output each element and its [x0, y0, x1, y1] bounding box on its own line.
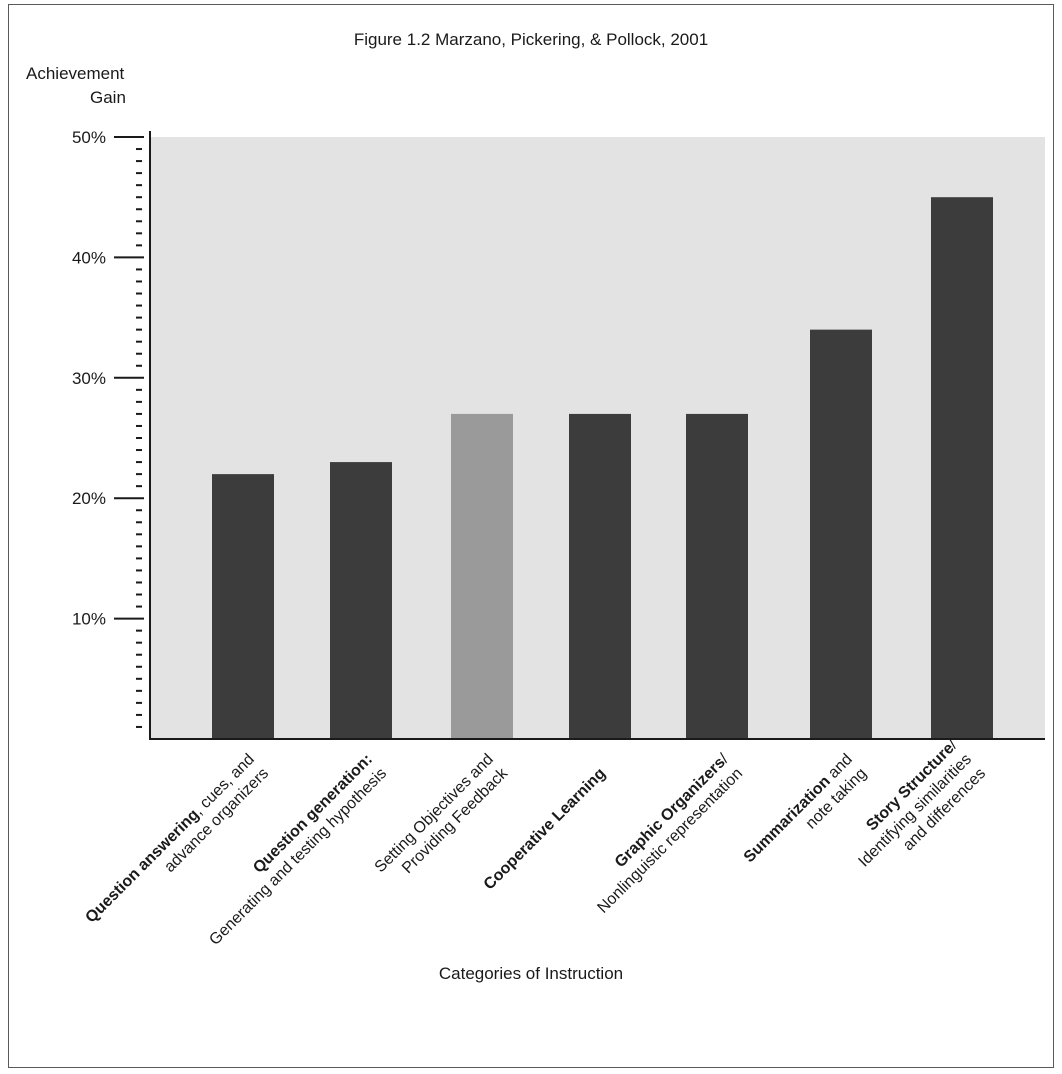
bar-3	[451, 413, 513, 739]
category-label-line: Graphic Organizers/	[612, 751, 733, 872]
category-label-7: Story Structure/Identifying similarities…	[855, 736, 989, 871]
y-tick-label: 40%	[72, 248, 106, 267]
category-label-line: Question answering, cues, and	[82, 751, 258, 927]
y-tick-label: 50%	[72, 128, 106, 147]
bar-1	[212, 474, 274, 739]
category-label-line: Identifying similarities	[855, 751, 975, 871]
figure-frame	[8, 4, 1054, 1068]
y-tick-label: 30%	[72, 369, 106, 388]
bar-4	[569, 413, 631, 739]
bar-6	[810, 329, 872, 739]
bar-5	[686, 413, 748, 739]
x-axis-label: Categories of Instruction	[438, 964, 624, 983]
bar-7	[931, 197, 993, 739]
chart-title: Figure 1.2 Marzano, Pickering, & Pollock…	[353, 30, 709, 49]
y-axis-label-line-1: Achievement	[26, 64, 125, 83]
y-tick-label: 10%	[72, 610, 106, 629]
y-tick-label: 20%	[72, 489, 106, 508]
category-label-line: Setting Objectives and	[372, 751, 497, 876]
category-label-line: Question generation:	[250, 751, 376, 877]
bar-2	[330, 462, 392, 739]
y-axis-label-line-2: Gain	[90, 88, 126, 107]
category-label-line: Nonlinguistic representation	[594, 765, 746, 917]
